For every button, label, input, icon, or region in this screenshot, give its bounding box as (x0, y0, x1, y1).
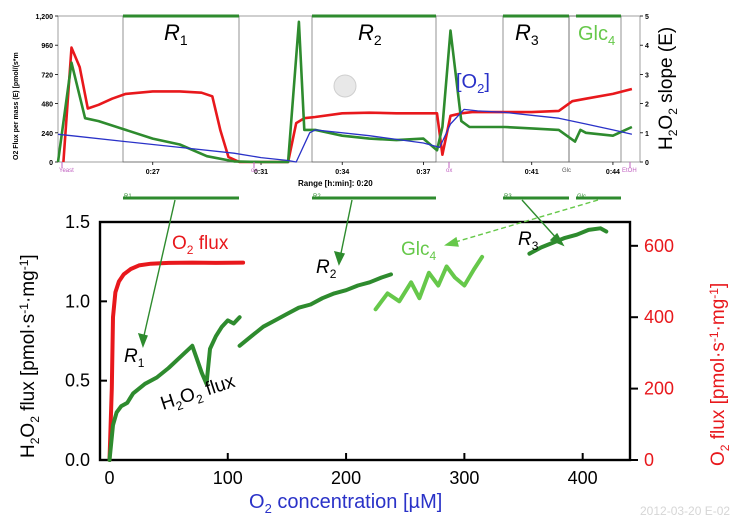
bottom-xtick-label: 200 (331, 468, 361, 488)
top-ytick-right-label: 2 (645, 102, 649, 109)
arrow-r3 (521, 199, 559, 241)
top-series-layer (56, 20, 633, 164)
label-o2-flux: O2 flux (172, 233, 229, 257)
bottom-series-line (373, 254, 485, 312)
top-label-r3: R3 (515, 20, 539, 48)
connector-arrows (137, 199, 599, 349)
marker-r2: R2 (313, 194, 321, 200)
marker-yeast: Yeast (59, 168, 74, 174)
top-ytick-right-label: 0 (645, 160, 649, 167)
marker-etoh: EtOH (622, 168, 637, 174)
marker-r3: R3 (504, 194, 512, 200)
top-axis-ticks: 0 240 480 720 960 1,200 0 1 2 3 4 5 0:27 0:31 0:34 0:37… (35, 14, 649, 176)
top-ytick-left-label: 0 (49, 160, 53, 167)
label-h2o2-flux: H2O2 flux (158, 371, 239, 418)
bottom-ytick-right-label: 200 (644, 379, 674, 399)
bottom-plot-frame (98, 220, 632, 462)
arrow-r1 (142, 199, 176, 341)
bottom-series-layer (107, 226, 609, 462)
top-xtick-label: 0:37 (416, 169, 430, 176)
bottom-panel: 0 100 200 300 400 0.0 0.5 1.0 1.5 0 200 400 600 O2 c… (17, 199, 732, 516)
top-series-line (62, 46, 633, 164)
top-xlabel: Range [h:min]: 0:20 (298, 179, 373, 188)
top-xtick-label: 0:27 (146, 169, 160, 176)
bottom-ytick-right-label: 0 (644, 450, 654, 470)
top-label-r1: R1 (164, 20, 188, 48)
bottom-axis-ticks: 0 100 200 300 400 0.0 0.5 1.0 1.5 0 200 400 600 (65, 212, 674, 488)
bottom-series-line (527, 226, 609, 256)
top-series-line (56, 20, 633, 164)
bottom-ylabel-left: H2O2 flux [pmol·s-1·mg-1] (17, 254, 42, 458)
bottom-ytick-left-label: 0.5 (65, 371, 90, 391)
top-ytick-left-label: 720 (41, 72, 53, 79)
arrow-glc (451, 199, 599, 244)
footer-stamp: 2012-03-20 E-02 (640, 504, 730, 518)
bottom-series-line (107, 315, 242, 462)
marker-ox-1: ox (251, 168, 257, 174)
top-ylabel-right: H2O2 slope (E) (656, 27, 680, 150)
top-ytick-right-label: 5 (645, 14, 649, 21)
top-ytick-left-label: 240 (41, 131, 53, 138)
bottom-ytick-left-label: 1.0 (65, 291, 90, 311)
bottom-ytick-right-label: 600 (644, 236, 674, 256)
bottom-ytick-left-label: 1.5 (65, 212, 90, 232)
top-ytick-left-label: 480 (41, 102, 53, 109)
top-series-line (57, 108, 633, 163)
bottom-series-line (107, 260, 246, 462)
label-r3: R3 (518, 229, 539, 253)
top-xtick-label: 0:31 (254, 169, 268, 176)
watermark-logo (333, 74, 357, 98)
top-ytick-left-label: 960 (41, 43, 53, 50)
arrow-glc-head (444, 236, 459, 247)
bottom-xtick-label: 0 (104, 468, 114, 488)
bottom-ytick-left-label: 0.0 (65, 450, 90, 470)
top-ytick-right-label: 1 (645, 131, 649, 138)
bottom-xtick-label: 400 (568, 468, 598, 488)
bottom-xtick-label: 100 (213, 468, 243, 488)
bottom-ytick-right-label: 400 (644, 307, 674, 327)
arrow-r2 (339, 199, 353, 259)
label-r1: R1 (124, 346, 145, 370)
top-label-o2-conc: [O2] (456, 71, 490, 96)
top-label-glc4: Glc4 (578, 23, 615, 48)
marker-glc: Glc (562, 168, 571, 174)
top-xtick-label: 0:41 (525, 169, 539, 176)
arrow-r3-head (549, 232, 565, 247)
arrow-r1-head (137, 333, 148, 349)
top-ytick-right-label: 4 (645, 43, 649, 50)
bottom-series-line (237, 272, 393, 348)
label-r2: R2 (316, 257, 337, 281)
top-xtick-label: 0:34 (335, 169, 349, 176)
marker-ox-2: ox (446, 168, 452, 174)
bottom-xtick-label: 300 (449, 468, 479, 488)
arrow-r2-head (333, 251, 346, 266)
bottom-ylabel-right: O2 flux [pmol·s-1·mg-1] (707, 283, 732, 466)
marker-r1: R1 (124, 194, 132, 200)
top-ytick-left-label: 1,200 (35, 14, 53, 21)
label-glc4: Glc4 (401, 239, 437, 263)
top-ytick-right-label: 3 (645, 72, 649, 79)
bottom-xlabel: O2 concentration [µM] (249, 491, 442, 516)
top-panel: 0 240 480 720 960 1,200 0 1 2 3 4 5 0:27 0:31 0:34 0:37… (13, 14, 680, 200)
top-label-r2: R2 (358, 20, 382, 48)
top-xtick-label: 0:44 (606, 169, 620, 176)
marker-glc-bottom: Glc (577, 194, 586, 200)
top-ylabel-left: O2 Flux per mass (E) [pmol/(s*m (13, 52, 20, 160)
